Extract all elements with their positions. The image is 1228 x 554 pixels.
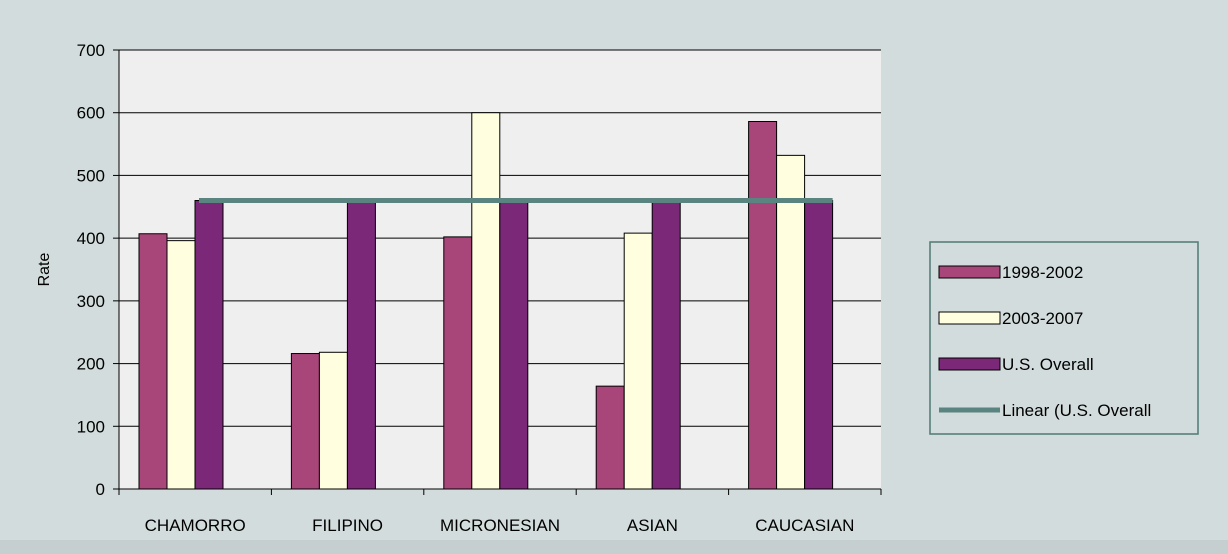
bar-1998-2002 <box>443 236 473 490</box>
y-tick-label: 300 <box>77 292 105 311</box>
legend-swatch <box>938 265 1001 279</box>
legend-label: 1998-2002 <box>1002 263 1083 282</box>
legend-label: 2003-2007 <box>1002 309 1083 328</box>
legend-swatch <box>938 311 1001 325</box>
legend-label: Linear (U.S. Overall <box>1002 401 1151 420</box>
bar-2003-2007 <box>623 232 653 490</box>
bar-u-s-overall <box>804 200 834 490</box>
bottom-shadow <box>0 540 1228 554</box>
x-tick-label: ASIAN <box>627 516 678 535</box>
bar-u-s-overall <box>651 200 681 490</box>
x-tick-label: CAUCASIAN <box>755 516 854 535</box>
bar-2003-2007 <box>776 154 806 490</box>
y-tick-label: 200 <box>77 355 105 374</box>
y-tick-label: 400 <box>77 229 105 248</box>
bar-1998-2002 <box>290 353 320 490</box>
y-tick-label: 0 <box>96 480 105 499</box>
x-tick-label: FILIPINO <box>312 516 383 535</box>
bar-1998-2002 <box>748 120 778 490</box>
bar-u-s-overall <box>346 200 376 490</box>
bar-1998-2002 <box>138 233 168 490</box>
bar-2003-2007 <box>166 240 196 490</box>
x-tick-label: MICRONESIAN <box>440 516 560 535</box>
bar-2003-2007 <box>471 112 501 490</box>
legend-swatch <box>938 357 1001 371</box>
y-axis-label: Rate <box>36 253 53 287</box>
y-tick-label: 700 <box>77 41 105 60</box>
bar-u-s-overall <box>499 200 529 490</box>
legend-label: U.S. Overall <box>1002 355 1094 374</box>
bar-u-s-overall <box>194 200 224 490</box>
y-tick-label: 600 <box>77 104 105 123</box>
y-tick-label: 500 <box>77 166 105 185</box>
bar-1998-2002 <box>595 385 625 490</box>
y-tick-label: 100 <box>77 417 105 436</box>
bar-2003-2007 <box>318 351 348 490</box>
x-tick-label: CHAMORRO <box>145 516 246 535</box>
